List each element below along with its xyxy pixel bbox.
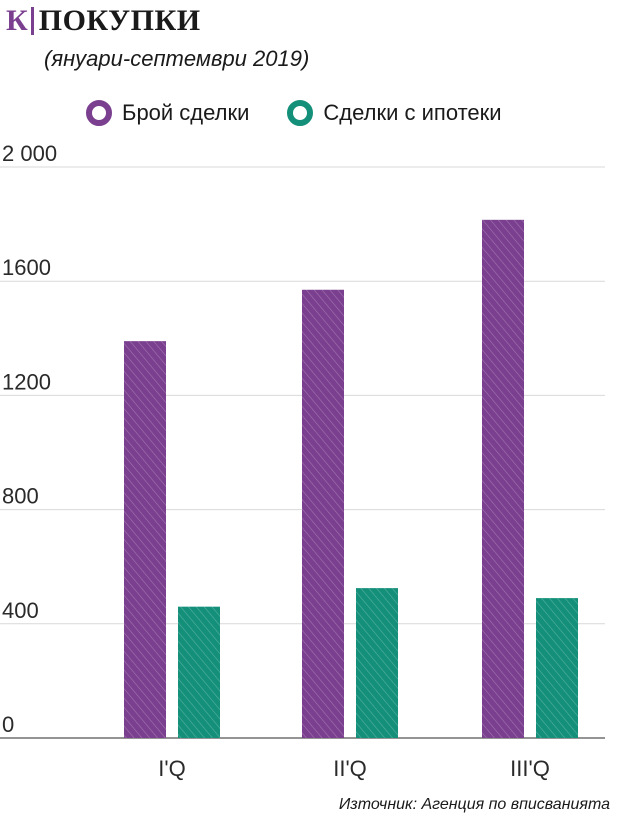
bar-hatch — [302, 289, 344, 738]
y-tick-label: 2 000 — [2, 141, 57, 166]
source-note: Източник: Агенция по вписванията — [338, 796, 610, 813]
legend-label-deals: Брой сделки — [122, 100, 250, 125]
legend-item-deals: Брой сделки — [86, 100, 249, 126]
legend-swatch-deals — [86, 100, 112, 126]
y-tick-label: 1200 — [2, 369, 51, 394]
legend-label-mortgage: Сделки с ипотеки — [323, 100, 502, 125]
bar-deals-1 — [124, 341, 166, 738]
bar-deals-3 — [482, 219, 524, 738]
legend: Брой сделки Сделки с ипотеки — [86, 100, 540, 126]
logo-separator — [30, 7, 34, 35]
y-tick-label: 0 — [2, 712, 14, 737]
chart-title: ПОКУПКИ — [38, 4, 201, 37]
bar-deals-2 — [302, 289, 344, 738]
bar-hatch — [124, 341, 166, 738]
x-tick-label: III'Q — [510, 756, 550, 781]
bar-hatch — [536, 598, 578, 738]
bar-mortgage-3 — [536, 598, 578, 738]
bar-hatch — [482, 219, 524, 738]
bar-mortgage-1 — [178, 606, 220, 738]
bar-hatch — [356, 588, 398, 738]
y-tick-label: 1600 — [2, 255, 51, 280]
y-tick-label: 800 — [2, 484, 39, 509]
bar-mortgage-2 — [356, 588, 398, 738]
bar-hatch — [178, 606, 220, 738]
legend-swatch-mortgage — [287, 100, 314, 126]
legend-item-mortgage: Сделки с ипотеки — [287, 100, 502, 126]
y-tick-label: 400 — [2, 598, 39, 623]
brand-logo: К — [6, 4, 28, 37]
chart-header: К ПОКУПКИ — [6, 6, 201, 36]
x-tick-label: II'Q — [333, 756, 367, 781]
bar-chart: 0 400 800 1200 1600 2 000 I'Q II'Q III'Q — [0, 141, 605, 781]
chart-subtitle: (януари-септември 2019) — [44, 46, 310, 71]
x-tick-label: I'Q — [158, 756, 185, 781]
